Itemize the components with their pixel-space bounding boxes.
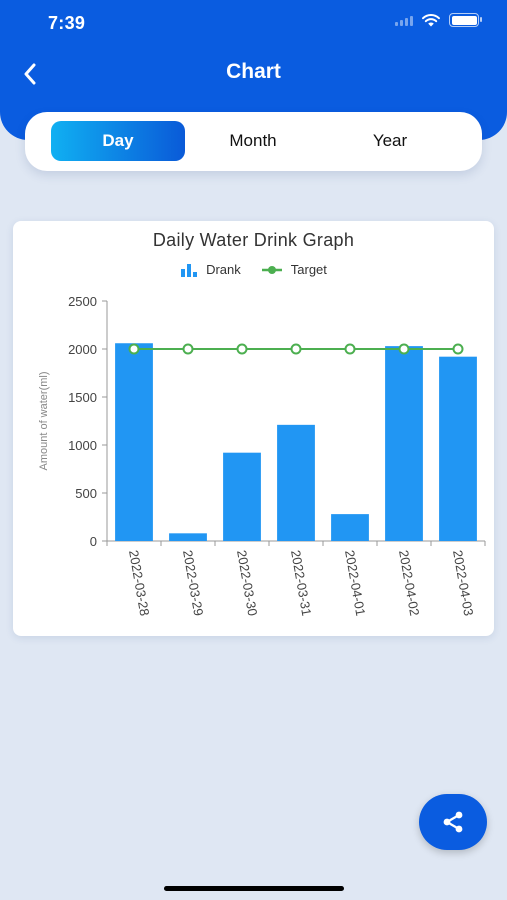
target-point (452, 343, 464, 355)
tab-day[interactable]: Day (51, 121, 185, 161)
legend-label-drank: Drank (206, 262, 241, 277)
x-tick-label: 2022-03-31 (288, 549, 314, 617)
battery-icon (449, 13, 482, 27)
target-point (398, 343, 410, 355)
chart-card: 0 500 1000 1500 2000 2500 Amount of water(ml) 2… (13, 221, 494, 636)
cellular-signal-icon (395, 14, 413, 26)
legend-item-target[interactable]: Target (261, 262, 327, 277)
back-button[interactable] (14, 58, 46, 90)
x-tick-label: 2022-04-03 (450, 549, 476, 617)
target-point (344, 343, 356, 355)
share-button[interactable] (419, 794, 487, 850)
chart-legend: Drank Target (13, 262, 494, 277)
bar-drank (439, 356, 477, 541)
period-selector: Day Month Year (25, 112, 482, 171)
bar-drank (277, 424, 315, 541)
bar-drank (115, 343, 153, 541)
chevron-left-icon (24, 63, 36, 85)
bar-drank (331, 514, 369, 541)
status-icons (395, 13, 482, 27)
tab-year[interactable]: Year (372, 131, 408, 150)
x-tick-label: 2022-04-01 (342, 549, 368, 617)
x-tick-label: 2022-04-02 (396, 549, 422, 617)
y-tick-label: 0 (90, 534, 97, 549)
bar-drank (223, 452, 261, 541)
y-tick-label: 1000 (68, 438, 97, 453)
target-point (236, 343, 248, 355)
y-tick-label: 1500 (68, 390, 97, 405)
share-icon (443, 811, 463, 833)
y-axis-title: Amount of water(ml) (38, 371, 50, 470)
status-bar: 7:39 (0, 0, 507, 46)
legend-item-drank[interactable]: Drank (180, 262, 241, 277)
x-tick-label: 2022-03-29 (180, 549, 206, 617)
x-tick-label: 2022-03-28 (126, 549, 152, 617)
status-time: 7:39 (48, 13, 86, 33)
page-title: Chart (226, 60, 281, 83)
legend-label-target: Target (290, 262, 327, 277)
y-tick-label: 2500 (68, 294, 97, 309)
target-point (182, 343, 194, 355)
x-tick-label: 2022-03-30 (234, 549, 260, 617)
chart-title: Daily Water Drink Graph (152, 230, 355, 250)
bar-chart-icon (181, 263, 198, 277)
y-tick-label: 2000 (68, 342, 97, 357)
line-marker-icon (261, 265, 282, 274)
home-indicator (164, 886, 344, 891)
water-chart: 0 500 1000 1500 2000 2500 Amount of water(ml) 2… (38, 294, 486, 617)
bar-drank (385, 346, 423, 541)
y-tick-label: 500 (75, 486, 97, 501)
tab-month[interactable]: Month (229, 131, 277, 150)
bar-drank (169, 533, 207, 541)
target-point (290, 343, 302, 355)
target-point (128, 343, 140, 355)
wifi-icon (422, 14, 440, 27)
